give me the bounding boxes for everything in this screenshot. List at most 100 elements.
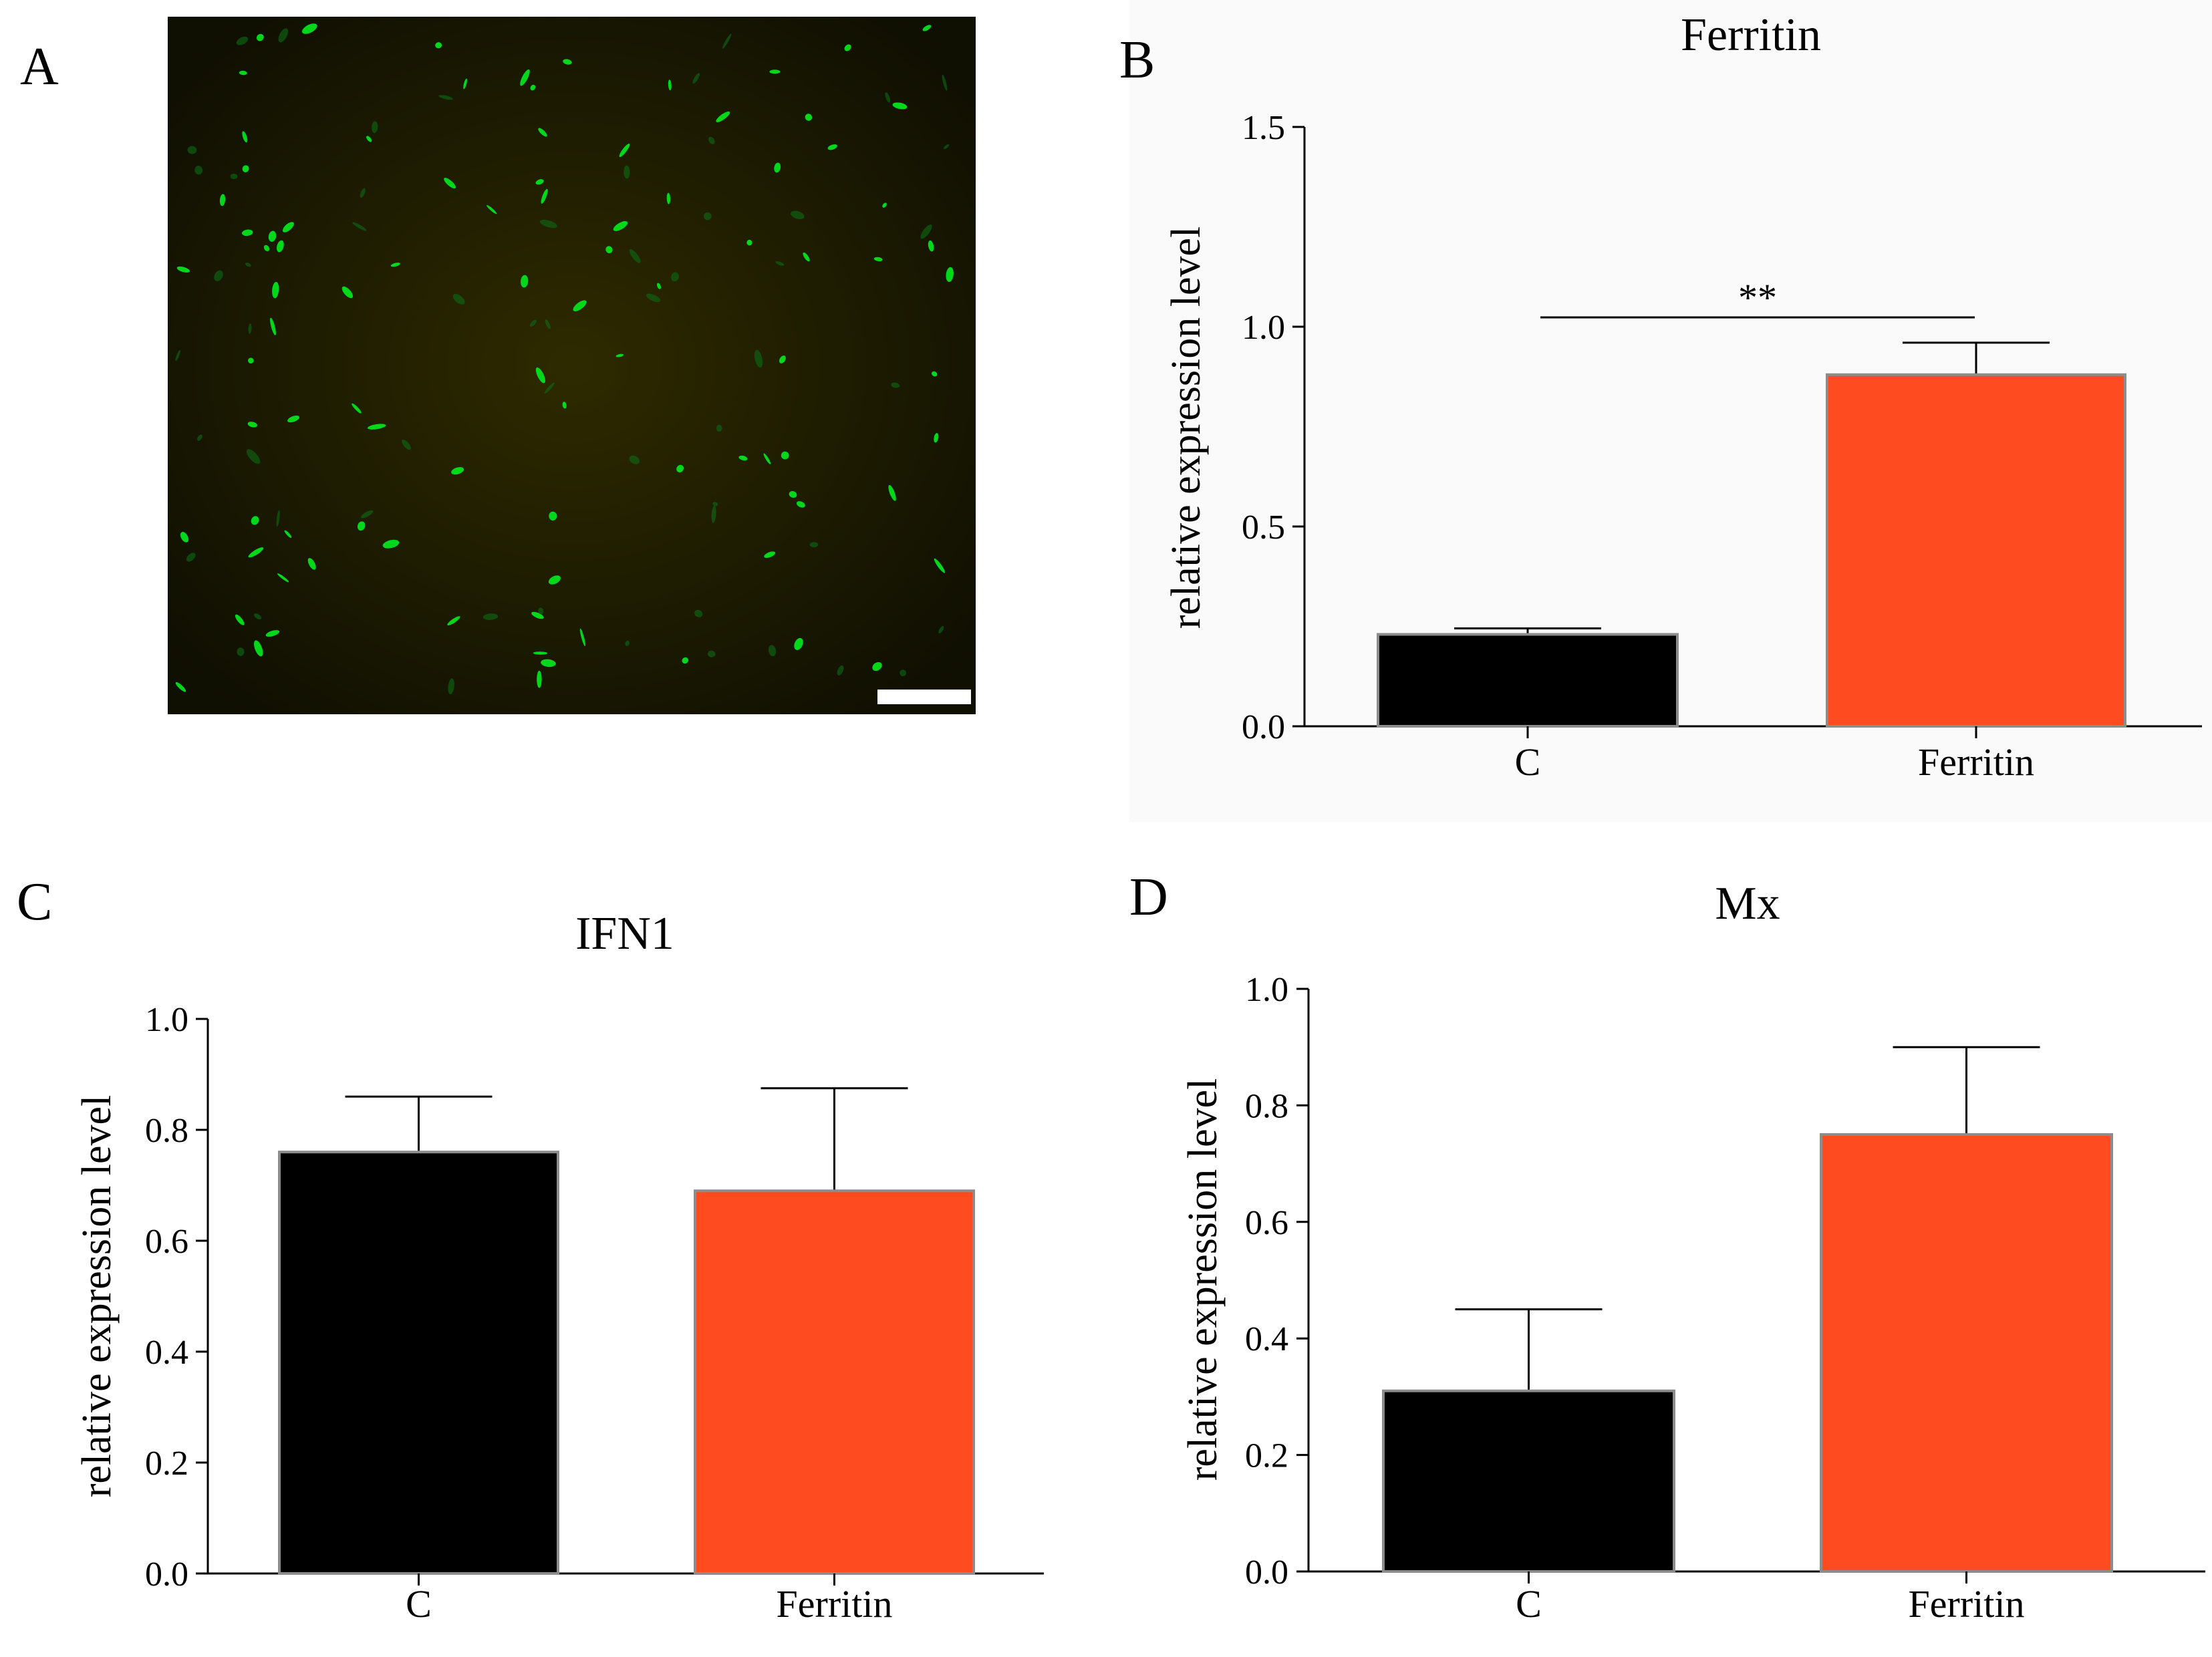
cell	[180, 532, 189, 543]
cell	[452, 293, 465, 305]
bar	[1826, 373, 2126, 728]
cell	[186, 553, 196, 562]
cell	[237, 647, 245, 656]
cell	[873, 257, 883, 262]
cell	[872, 661, 882, 671]
cell	[708, 136, 715, 144]
y-tick-label: 1.5	[1242, 109, 1285, 147]
significance-label: **	[1738, 276, 1777, 319]
cell	[563, 59, 572, 65]
cell	[579, 628, 585, 647]
x-tick-label: C	[1515, 740, 1541, 784]
cell	[946, 267, 954, 283]
cell	[531, 611, 544, 619]
chart-c: IFN1 relative expression level 0.0 0.2 0.4 0.…	[74, 908, 1044, 1626]
cell	[265, 630, 280, 637]
cell	[711, 505, 716, 523]
cell	[245, 263, 251, 267]
cell	[682, 657, 689, 664]
cell	[175, 350, 180, 361]
cell	[535, 367, 545, 384]
cell	[942, 74, 948, 91]
micrograph-image	[168, 17, 976, 714]
y-tick-label: 0.0	[1245, 1553, 1288, 1592]
cell	[521, 275, 529, 288]
cell	[573, 300, 587, 311]
panel-letter-c: C	[17, 873, 53, 931]
cell	[605, 246, 613, 254]
cell	[938, 625, 944, 633]
cell	[447, 616, 460, 625]
cell	[809, 542, 819, 548]
chart-d: Mx relative expression level 0.0 0.2 0.4 0.6 0…	[1180, 878, 2205, 1626]
cell	[774, 162, 781, 173]
y-tick-label: 0.8	[145, 1112, 188, 1150]
cell	[239, 70, 247, 76]
cell	[789, 490, 797, 498]
cell	[769, 69, 781, 74]
x-tick-label: Ferritin	[1918, 740, 2034, 784]
cell	[272, 281, 279, 299]
cell	[435, 42, 442, 49]
cell	[253, 640, 263, 657]
x-tick-label: Ferritin	[777, 1582, 893, 1626]
cell	[615, 353, 624, 357]
cell	[646, 293, 661, 303]
cell	[175, 682, 186, 692]
x-tick-label: Ferritin	[1909, 1582, 2025, 1626]
cell	[837, 665, 844, 675]
cell	[922, 25, 932, 31]
y-axis-label: relative expression level	[1180, 1078, 1226, 1481]
cell	[656, 283, 662, 289]
bar	[1382, 1389, 1675, 1573]
cell	[541, 659, 556, 667]
cell	[716, 111, 730, 122]
cell	[194, 166, 203, 175]
cell	[241, 229, 253, 237]
cell	[538, 128, 547, 137]
y-tick-label: 1.0	[1245, 971, 1288, 1009]
cell	[360, 188, 366, 198]
cell	[187, 146, 197, 154]
cell	[352, 222, 367, 231]
cell	[301, 23, 317, 34]
y-tick-label: 0.2	[145, 1445, 188, 1483]
cell	[236, 36, 249, 45]
cell	[372, 121, 378, 134]
cell	[451, 467, 464, 475]
chart-title: IFN1	[575, 908, 674, 959]
cell	[764, 551, 776, 558]
cell	[352, 403, 362, 414]
cell	[487, 204, 497, 214]
cell	[796, 501, 805, 508]
cell	[230, 173, 238, 180]
cell	[885, 92, 891, 103]
cell	[707, 650, 716, 657]
cell	[676, 464, 684, 473]
cell	[248, 323, 252, 334]
bar	[278, 1151, 559, 1575]
cell	[668, 80, 672, 91]
cell	[882, 202, 887, 208]
chart-b: Ferritin relative expression level 0.0 0.5 1…	[1163, 9, 2202, 784]
cell	[629, 455, 640, 464]
y-tick-label: 0.0	[145, 1555, 188, 1594]
cell	[263, 245, 270, 252]
cell	[247, 357, 254, 364]
cell	[287, 416, 300, 423]
cell	[666, 192, 671, 204]
cell	[268, 231, 277, 242]
cell	[562, 402, 567, 409]
cell	[537, 670, 542, 688]
y-tick-label: 0.6	[1245, 1204, 1288, 1242]
cell	[530, 84, 536, 91]
chart-title: Ferritin	[1681, 9, 1821, 61]
chart-title: Mx	[1715, 878, 1780, 929]
cell	[538, 607, 544, 615]
cell	[438, 95, 453, 100]
cell	[533, 651, 548, 655]
y-tick-label: 1.0	[1242, 309, 1285, 347]
cell	[794, 637, 803, 650]
cell	[791, 210, 805, 220]
cell	[242, 165, 249, 172]
